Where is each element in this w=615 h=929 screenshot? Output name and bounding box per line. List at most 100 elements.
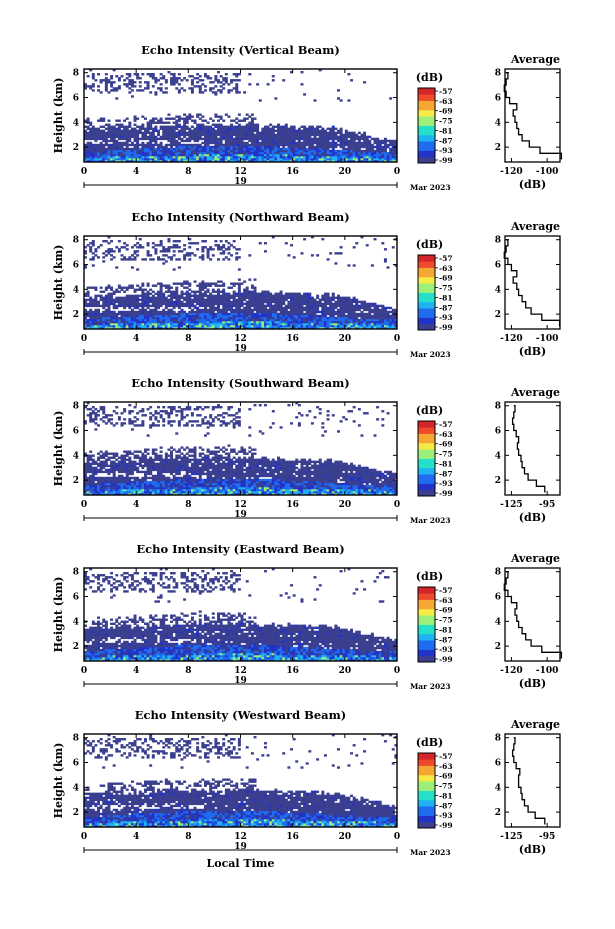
heatmap-cell xyxy=(136,314,140,318)
heatmap-cell xyxy=(177,145,181,149)
heatmap-cell xyxy=(394,320,398,324)
heatmap-cell xyxy=(313,151,317,155)
heatmap-cell xyxy=(125,141,129,145)
heatmap-cell xyxy=(313,153,317,157)
heatmap-cell xyxy=(253,304,257,308)
heatmap-cell xyxy=(237,79,241,82)
heatmap-cell xyxy=(190,83,194,86)
heatmap-cell xyxy=(232,157,236,161)
heatmap-cell xyxy=(188,258,192,261)
heatmap-cell xyxy=(230,282,234,285)
heatmap-cell xyxy=(237,284,241,287)
heatmap-cell xyxy=(143,155,147,159)
heatmap-cell xyxy=(133,258,137,261)
heatmap-cell xyxy=(360,326,364,330)
heatmap-cell xyxy=(146,322,150,326)
heatmap-cell xyxy=(376,145,380,149)
heatmap-cell xyxy=(235,153,239,157)
heatmap-cell xyxy=(91,314,95,318)
heatmap-cell xyxy=(167,298,171,302)
colorbar-segment xyxy=(418,286,435,290)
heatmap-cell xyxy=(271,314,275,318)
heatmap-cell xyxy=(91,137,95,141)
heatmap-cell xyxy=(386,312,390,316)
heatmap-cell xyxy=(292,139,296,143)
heatmap-cell xyxy=(102,478,106,482)
heatmap-cell xyxy=(232,320,236,324)
colorbar-segment xyxy=(418,131,435,136)
heatmap-cell xyxy=(203,312,207,316)
heatmap-cell xyxy=(326,310,330,314)
heatmap-cell xyxy=(331,151,335,155)
heatmap-cell xyxy=(274,97,278,100)
heatmap-cell xyxy=(170,77,174,80)
heatmap-cell xyxy=(308,131,312,135)
heatmap-cell xyxy=(97,484,100,488)
heatmap-cell xyxy=(141,157,145,161)
heatmap-cell xyxy=(277,147,280,151)
heatmap-cell xyxy=(245,147,249,151)
heatmap-cell xyxy=(227,286,231,289)
heatmap-cell xyxy=(360,324,364,328)
heatmap-cell xyxy=(245,141,249,145)
heatmap-cell xyxy=(277,159,280,163)
heatmap-cell xyxy=(193,121,197,124)
heatmap-cell xyxy=(143,294,147,297)
heatmap-cell xyxy=(110,125,114,128)
heatmap-cell xyxy=(141,115,145,118)
heatmap-cell xyxy=(230,294,234,297)
heatmap-cell xyxy=(86,125,90,128)
heatmap-cell xyxy=(305,294,309,297)
heatmap-cell xyxy=(84,308,87,312)
heatmap-cell xyxy=(183,139,187,143)
heatmap-cell xyxy=(133,135,137,139)
heatmap-cell xyxy=(342,318,346,322)
heatmap-cell xyxy=(180,143,184,147)
heatmap-cell xyxy=(157,298,160,302)
heatmap-cell xyxy=(193,155,197,159)
heatmap-cell xyxy=(201,316,205,320)
heatmap-cell xyxy=(282,302,286,306)
heatmap-cell xyxy=(209,284,213,287)
heatmap-cell xyxy=(316,147,320,151)
heatmap-cell xyxy=(162,135,166,139)
heatmap-cell xyxy=(245,312,249,316)
heatmap-cell xyxy=(266,137,270,141)
heatmap-cell xyxy=(159,141,163,145)
heatmap-cell xyxy=(222,244,226,247)
heatmap-cell xyxy=(316,324,320,328)
heatmap-cell xyxy=(102,464,106,468)
heatmap-cell xyxy=(250,302,254,306)
heatmap-cell xyxy=(222,147,226,151)
heatmap-cell xyxy=(91,476,95,480)
heatmap-cell xyxy=(206,248,210,251)
heatmap-cell xyxy=(141,135,145,139)
heatmap-cell xyxy=(370,143,374,147)
heatmap-cell xyxy=(290,294,294,297)
heatmap-cell xyxy=(334,322,338,326)
heatmap-cell xyxy=(198,147,202,151)
heatmap-cell xyxy=(209,306,213,310)
heatmap-cell xyxy=(117,248,121,251)
heatmap-cell xyxy=(352,312,356,316)
heatmap-cell xyxy=(250,141,254,145)
heatmap-cell xyxy=(91,454,95,457)
heatmap-cell xyxy=(206,145,210,149)
heatmap-cell xyxy=(337,131,340,135)
heatmap-cell xyxy=(219,133,223,137)
heatmap-cell xyxy=(172,316,176,320)
heatmap-cell xyxy=(159,125,163,128)
heatmap-cell xyxy=(206,129,210,133)
heatmap-cell xyxy=(245,324,249,328)
heatmap-cell xyxy=(323,302,327,306)
heatmap-cell xyxy=(130,159,134,163)
heatmap-cell xyxy=(89,131,93,135)
heatmap-cell xyxy=(326,147,330,151)
heatmap-cell xyxy=(167,304,171,308)
heatmap-cell xyxy=(157,147,160,151)
heatmap-cell xyxy=(331,147,335,151)
heatmap-cell xyxy=(326,153,330,157)
heatmap-cell xyxy=(170,137,174,141)
heatmap-cell xyxy=(198,310,202,314)
heatmap-cell xyxy=(180,282,184,285)
